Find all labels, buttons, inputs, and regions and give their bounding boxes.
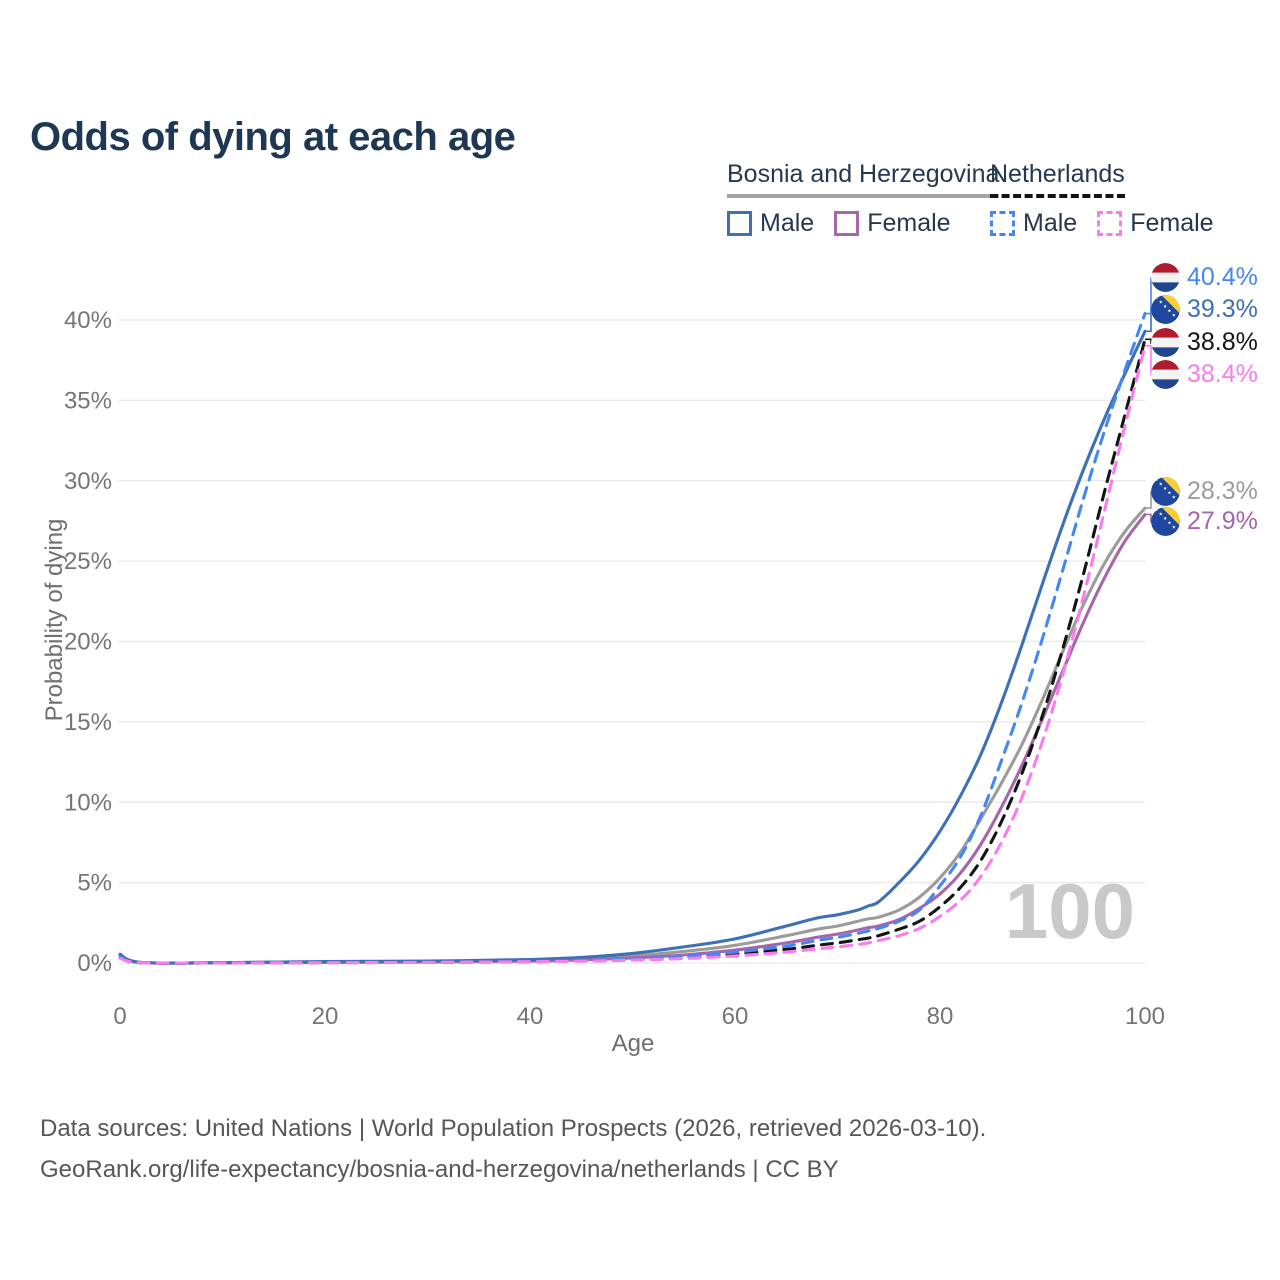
netherlands-flag-icon	[1151, 263, 1180, 292]
end-value: 38.4%	[1187, 360, 1258, 388]
y-tick-label: 30%	[64, 468, 112, 495]
ba-total-line	[118, 506, 1147, 965]
y-tick-label: 25%	[64, 548, 112, 575]
end-value: 27.9%	[1187, 507, 1258, 535]
x-tick-label: 20	[312, 1003, 339, 1030]
end-label-netherlands-male: 40.4%	[1151, 263, 1258, 292]
end-label-bosnia-female: 27.9%	[1151, 507, 1258, 536]
y-tick-label: 40%	[64, 307, 112, 334]
legend-header-netherlands: Netherlands	[990, 160, 1125, 198]
legend-row-bosnia: Male Female	[727, 209, 999, 238]
x-tick-label: 80	[927, 1003, 954, 1030]
end-label-netherlands-female: 38.4%	[1151, 360, 1258, 389]
x-axis-label: Age	[611, 1030, 655, 1057]
ba-male-line	[118, 329, 1147, 965]
age-watermark: 100	[1004, 867, 1135, 955]
netherlands-female-swatch-icon	[1097, 211, 1123, 236]
y-tick-label: 0%	[77, 950, 112, 977]
end-value: 40.4%	[1187, 263, 1258, 291]
y-tick-label: 5%	[77, 870, 112, 897]
legend-item-netherlands-female[interactable]: Female	[1097, 209, 1214, 238]
end-label-netherlands-total: 38.8%	[1151, 328, 1258, 357]
legend-header-bosnia: Bosnia and Herzegovina	[727, 160, 1000, 198]
bosnia-flag-icon	[1151, 295, 1180, 324]
legend-item-bosnia-female[interactable]: Female	[834, 209, 951, 238]
bosnia-flag-icon	[1151, 477, 1180, 506]
y-tick-label: 15%	[64, 709, 112, 736]
bosnia-flag-icon	[1151, 507, 1180, 536]
legend-item-netherlands-male[interactable]: Male	[990, 209, 1077, 238]
source-line: Data sources: United Nations | World Pop…	[40, 1115, 987, 1142]
y-tick-label: 20%	[64, 629, 112, 656]
y-tick-label: 10%	[64, 789, 112, 816]
x-tick-label: 0	[113, 1003, 126, 1030]
legend-label: Male	[1023, 209, 1078, 237]
legend-row-netherlands: Male Female	[990, 209, 1214, 238]
legend-group-netherlands: Netherlands Male Female	[990, 160, 1214, 238]
x-tick-label: 100	[1125, 1003, 1165, 1030]
x-tick-label: 60	[722, 1003, 749, 1030]
page-title: Odds of dying at each age	[30, 114, 516, 159]
nl-total-line	[118, 337, 1147, 965]
end-value: 38.8%	[1187, 328, 1258, 356]
netherlands-flag-icon	[1151, 360, 1180, 389]
y-tick-label: 35%	[64, 387, 112, 414]
bosnia-female-swatch-icon	[834, 211, 860, 236]
end-label-bosnia-male: 39.3%	[1151, 295, 1258, 324]
end-value: 28.3%	[1187, 477, 1258, 505]
nl-female-line	[118, 344, 1147, 965]
data-source-note: Data sources: United Nations | World Pop…	[40, 1108, 986, 1190]
attribution-line: GeoRank.org/life-expectancy/bosnia-and-h…	[40, 1156, 839, 1183]
x-tick-label: 40	[517, 1003, 544, 1030]
legend-label: Female	[867, 209, 951, 237]
netherlands-male-swatch-icon	[990, 211, 1015, 236]
bosnia-male-swatch-icon	[727, 211, 752, 236]
end-value: 39.3%	[1187, 295, 1258, 323]
mortality-line-chart: 0% 5% 10% 15% 20% 25% 30% 35% 40% 0 20 40 60 80 100	[64, 277, 1165, 1030]
nl-male-line	[118, 312, 1147, 965]
ba-female-line	[118, 512, 1147, 965]
legend-label: Female	[1130, 209, 1214, 237]
legend-label: Male	[760, 209, 815, 237]
legend-group-bosnia: Bosnia and Herzegovina Male Female	[727, 160, 1000, 238]
end-label-bosnia-total: 28.3%	[1151, 477, 1258, 506]
netherlands-flag-icon	[1151, 328, 1180, 357]
legend-item-bosnia-male[interactable]: Male	[727, 209, 814, 238]
